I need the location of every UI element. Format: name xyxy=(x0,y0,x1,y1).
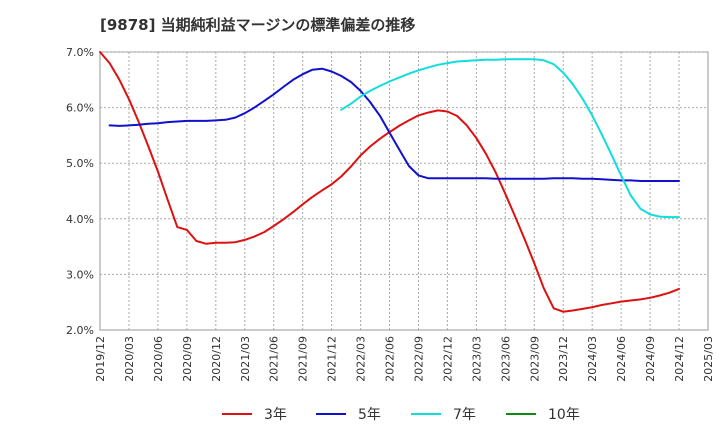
x-tick-label: 2023/03 xyxy=(470,336,483,382)
legend-label-1: 3年 xyxy=(264,407,287,423)
x-tick-label: 2022/06 xyxy=(384,336,397,382)
legend-label-3: 7年 xyxy=(453,407,476,423)
x-tick-label: 2021/12 xyxy=(326,336,339,382)
x-tick-label: 2020/03 xyxy=(123,336,136,382)
legend-label-4: 10年 xyxy=(548,407,580,423)
series-line-3 xyxy=(340,58,680,219)
x-axis: 2019/12 2020/03 2020/06 2020/09 2020/12 2021/… xyxy=(94,336,715,382)
y-tick-label: 2.0% xyxy=(66,324,94,337)
legend: 3年 5年 7年 10年 xyxy=(222,407,580,423)
x-tick-label: 2021/06 xyxy=(268,336,281,382)
x-tick-label: 2022/03 xyxy=(355,336,368,382)
legend-label-2: 5年 xyxy=(358,407,381,423)
y-axis: 2.0% 3.0% 4.0% 5.0% 6.0% 7.0% xyxy=(66,46,94,337)
plot-area xyxy=(99,51,709,331)
x-tick-label: 2023/09 xyxy=(528,336,541,382)
x-tick-label: 2022/12 xyxy=(441,336,454,382)
y-tick-label: 5.0% xyxy=(66,157,94,170)
x-tick-label: 2020/12 xyxy=(210,336,223,382)
x-tick-label: 2024/12 xyxy=(673,336,686,382)
series-group xyxy=(99,51,680,313)
chart-title: [9878] 当期純利益マージンの標準偏差の推移 xyxy=(100,16,415,34)
y-tick-label: 6.0% xyxy=(66,102,94,115)
x-tick-label: 2025/03 xyxy=(702,336,715,382)
y-tick-label: 7.0% xyxy=(66,46,94,59)
series-line-2 xyxy=(108,67,680,182)
x-tick-label: 2021/09 xyxy=(297,336,310,382)
x-tick-label: 2024/03 xyxy=(586,336,599,382)
x-tick-label: 2019/12 xyxy=(94,336,107,382)
x-tick-label: 2024/09 xyxy=(644,336,657,382)
x-tick-label: 2020/06 xyxy=(152,336,165,382)
y-tick-label: 4.0% xyxy=(66,213,94,226)
y-tick-label: 3.0% xyxy=(66,268,94,281)
x-tick-label: 2022/09 xyxy=(412,336,425,382)
x-tick-label: 2024/06 xyxy=(615,336,628,382)
grid xyxy=(100,51,708,330)
x-tick-label: 2023/12 xyxy=(557,336,570,382)
x-tick-label: 2020/09 xyxy=(181,336,194,382)
x-tick-label: 2023/06 xyxy=(499,336,512,382)
x-tick-label: 2021/03 xyxy=(239,336,252,382)
